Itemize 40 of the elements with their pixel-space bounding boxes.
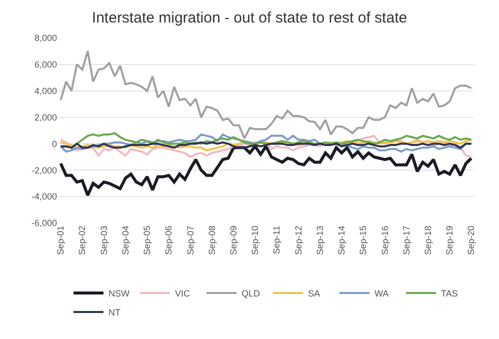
line-series — [59, 144, 473, 197]
x-tick-label: Sep-11 — [272, 226, 282, 254]
x-tick-label: Sep-12 — [293, 226, 304, 255]
legend-label: NSW — [108, 288, 130, 299]
legend-label: NT — [108, 308, 121, 318]
y-tick-label: 0 — [52, 138, 57, 149]
x-tick-label: Sep-01 — [56, 226, 66, 255]
legend-label: QLD — [242, 288, 261, 299]
x-tick-label: Sep-15 — [358, 226, 368, 255]
legend-label: TAS — [441, 288, 458, 299]
y-tick-label: -6,000 — [31, 218, 57, 228]
x-tick-label: Sep-03 — [98, 226, 109, 255]
legend-label: VIC — [175, 288, 191, 299]
line-series — [60, 134, 472, 158]
legend-label: SA — [308, 288, 320, 299]
x-tick-label: Sep-16 — [380, 226, 390, 255]
line-series — [60, 138, 472, 152]
y-tick-label: 8,000 — [34, 33, 57, 44]
y-tick-label: 2,000 — [34, 112, 57, 122]
x-tick-label: Sep-02 — [77, 226, 88, 255]
y-tick-label: -2,000 — [31, 165, 57, 176]
x-tick-label: Sep-13 — [314, 226, 325, 255]
x-tick-label: Sep-14 — [336, 226, 347, 255]
x-tick-label: Sep-08 — [206, 226, 217, 255]
x-tick-label: Sep-05 — [142, 226, 152, 255]
line-series — [60, 50, 472, 140]
x-tick-label: Sep-06 — [164, 226, 174, 255]
chart-title: Interstate migration - out of state to rest of state — [92, 9, 408, 26]
x-tick-label: Sep-19 — [444, 226, 455, 255]
legend-label: WA — [374, 288, 389, 299]
x-tick-label: Sep-17 — [401, 226, 412, 255]
y-tick-label: 6,000 — [34, 60, 57, 70]
y-tick-label: 4,000 — [34, 86, 57, 96]
y-tick-label: -4,000 — [31, 192, 57, 202]
x-tick-label: Sep-04 — [120, 226, 130, 255]
x-tick-label: Sep-09 — [228, 226, 239, 255]
x-tick-label: Sep-10 — [250, 226, 260, 255]
x-tick-label: Sep-18 — [423, 226, 434, 255]
x-tick-label: Sep-20 — [466, 226, 476, 255]
x-tick-label: Sep-07 — [185, 226, 196, 255]
